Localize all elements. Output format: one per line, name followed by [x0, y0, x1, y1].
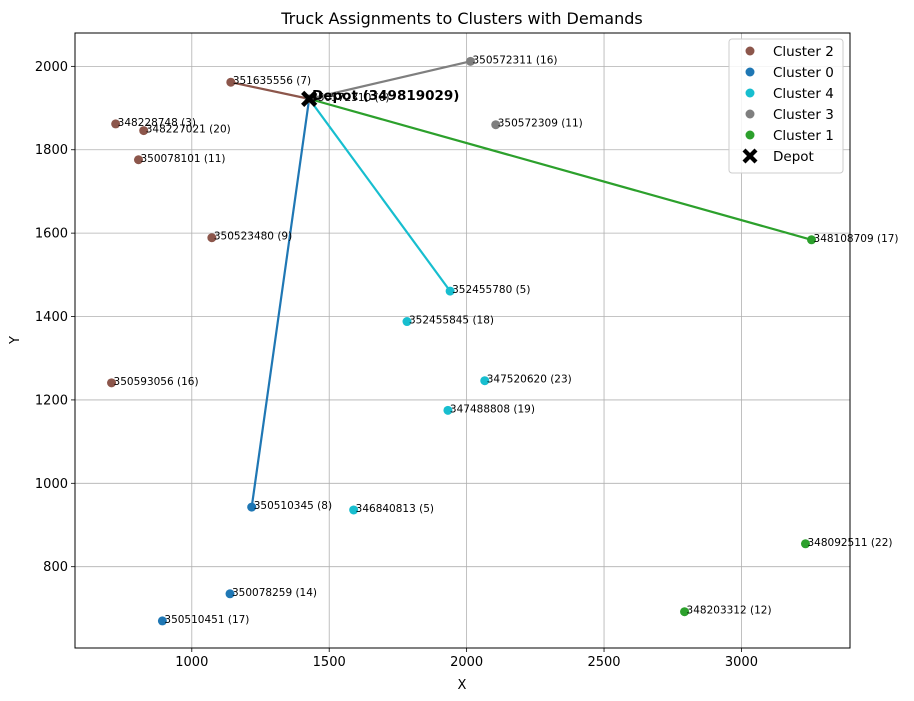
data-point [157, 616, 167, 626]
data-point [480, 376, 490, 386]
x-tick-label: 1500 [313, 655, 346, 670]
plot-frame [74, 32, 851, 649]
point-label: 350510451 (17) [164, 614, 249, 626]
legend-label: Cluster 3 [773, 107, 834, 123]
route-line [308, 60, 471, 100]
legend-marker [745, 88, 755, 98]
data-point [133, 155, 143, 165]
legend-marker [745, 109, 755, 119]
point-label: 347488808 (19) [450, 403, 535, 415]
legend: Cluster 2 Cluster 0 Cluster 4 Cluster 3 Clus… [728, 38, 844, 174]
data-points [107, 56, 817, 626]
y-tick-label: 1000 [35, 477, 68, 492]
legend-marker [742, 148, 758, 164]
x-axis-label: X [458, 678, 467, 693]
data-point [491, 120, 501, 130]
point-label: 350572309 (11) [498, 118, 583, 130]
point-label: 352455780 (5) [452, 284, 530, 296]
point-label: 350572311 (16) [472, 54, 557, 66]
point-label: 347520620 (23) [487, 374, 572, 386]
point-label: 348227021 (20) [146, 124, 231, 136]
point-labels: 351635556 (7) 348228748 (3)348227021 (20)… [114, 54, 899, 626]
y-tick-label: 1600 [35, 227, 68, 242]
data-point [800, 539, 810, 549]
data-point [445, 286, 455, 296]
legend-label: Cluster 4 [773, 86, 834, 102]
depot-label: Depot (349819029) [312, 88, 459, 104]
point-label: 350078101 (11) [140, 153, 225, 165]
point-label: 351635556 (7) [233, 75, 311, 87]
route-line [308, 97, 812, 241]
depot-marker [301, 90, 318, 107]
legend-marker [745, 46, 755, 56]
data-point [402, 317, 412, 327]
legend-label: Cluster 0 [773, 65, 834, 81]
x-tick-label: 2000 [450, 655, 483, 670]
route-line [308, 98, 452, 292]
legend-marker [745, 130, 755, 140]
point-label: 350572310 (6) [311, 92, 389, 104]
depot-marker-stroke [301, 90, 318, 107]
data-point [680, 607, 690, 617]
data-point [111, 119, 121, 129]
point-label: 350510345 (8) [254, 500, 332, 512]
data-point [207, 233, 217, 243]
legend-marker-stroke [742, 148, 758, 164]
data-point [139, 126, 149, 136]
route-line [230, 81, 310, 100]
point-label: 350593056 (16) [114, 376, 199, 388]
data-point [226, 77, 236, 87]
legend-marker [745, 67, 755, 77]
y-tick-label: 800 [43, 560, 68, 575]
route-line [250, 98, 311, 508]
point-label: 350523480 (9) [214, 231, 292, 243]
x-tick-label: 3000 [725, 655, 758, 670]
point-label: 350078259 (14) [232, 587, 317, 599]
point-label: 346840813 (5) [356, 503, 434, 515]
legend-label: Cluster 1 [773, 128, 834, 144]
legend-box [728, 38, 844, 174]
point-label: 348108709 (17) [814, 233, 899, 245]
y-tick-label: 2000 [35, 60, 68, 75]
chart-title: Truck Assignments to Clusters with Deman… [280, 9, 643, 28]
data-point [225, 589, 235, 599]
point-label: 352455845 (18) [409, 315, 494, 327]
data-point [465, 56, 475, 66]
point-label: 348203312 (12) [687, 605, 772, 617]
legend-label: Depot [773, 149, 814, 165]
y-tick-label: 1800 [35, 143, 68, 158]
y-tick-label: 1400 [35, 310, 68, 325]
data-point [107, 378, 117, 388]
y-axis-label: Y [8, 336, 23, 345]
data-point [443, 405, 453, 415]
routes [230, 60, 812, 508]
x-tick-label: 1000 [175, 655, 208, 670]
y-tick-label: 1200 [35, 393, 68, 408]
legend-label: Cluster 2 [773, 44, 834, 60]
grid [75, 33, 850, 648]
data-point [247, 502, 257, 512]
data-point [807, 235, 817, 245]
point-label: 348228748 (3) [118, 117, 196, 129]
data-point [349, 505, 359, 515]
axis-ticks: 1000 1500 2000 2500 3000 800 1000 1200 1400 1600 1… [35, 60, 758, 670]
x-tick-label: 2500 [587, 655, 620, 670]
